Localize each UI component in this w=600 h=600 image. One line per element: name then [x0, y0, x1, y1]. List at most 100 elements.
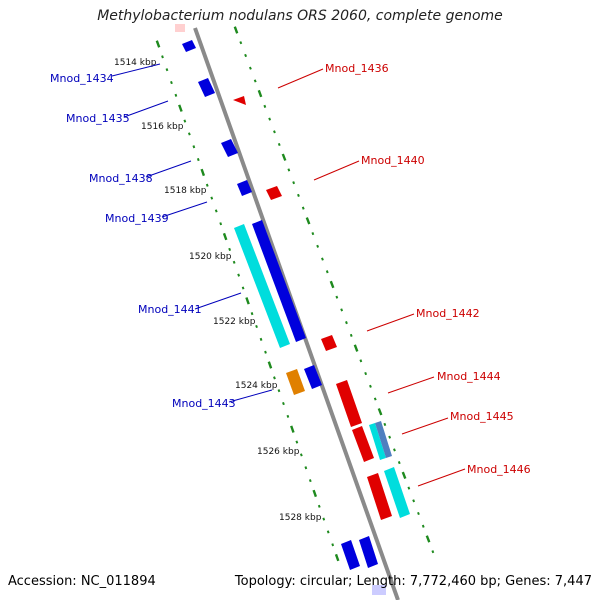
leader-1444: [387, 376, 435, 394]
scale-label-1526: 1526 kbp: [257, 447, 300, 457]
minor-tick: [205, 183, 209, 187]
gene-mnod-1446-shape: [367, 473, 392, 520]
minor-tick: [316, 244, 320, 248]
minor-tick: [210, 196, 214, 200]
minor-tick: [340, 308, 344, 312]
gene-label-mnod-1444[interactable]: Mnod_1444: [437, 370, 501, 383]
minor-tick: [431, 550, 435, 554]
major-tick: [257, 89, 263, 98]
scale-label-1522: 1522 kbp: [213, 317, 256, 327]
minor-tick: [412, 499, 416, 503]
minor-tick: [219, 222, 223, 226]
major-tick: [401, 471, 407, 480]
minor-tick: [287, 168, 291, 172]
leader-1435: [123, 100, 169, 118]
cds-orange-1443: [286, 369, 305, 395]
major-tick: [353, 344, 359, 352]
major-tick: [312, 489, 318, 498]
topology-summary: Topology: circular; Length: 7,772,460 bp…: [234, 574, 592, 589]
map-title: Methylobacterium nodulans ORS 2060, comp…: [97, 8, 503, 24]
minor-tick: [187, 132, 191, 136]
minor-tick: [321, 257, 324, 261]
scale-label-1528: 1528 kbp: [279, 513, 322, 523]
major-tick: [334, 553, 340, 562]
minor-tick: [308, 479, 312, 483]
leader-1441: [194, 292, 242, 310]
scale-label-1524: 1524 kbp: [235, 381, 278, 391]
minor-tick: [259, 337, 263, 341]
minor-tick: [282, 401, 285, 406]
gene-label-mnod-1440[interactable]: Mnod_1440: [361, 154, 425, 167]
leader-1445: [401, 417, 449, 435]
minor-tick: [383, 422, 387, 427]
gene-faint-top: [175, 24, 185, 32]
minor-tick: [304, 466, 308, 470]
major-tick: [329, 280, 335, 289]
minor-tick: [214, 209, 218, 213]
minor-tick: [311, 232, 315, 236]
minus-strand-genes: [182, 40, 378, 570]
scale-label-1520: 1520 kbp: [189, 252, 232, 262]
minor-tick: [170, 80, 173, 85]
minor-tick: [317, 504, 321, 508]
minor-tick: [301, 206, 305, 210]
gene-mnod-1442-shape: [321, 335, 337, 351]
cds-cyan-1441: [234, 224, 290, 348]
gene-mnod-1444-shape: [336, 380, 362, 427]
scale-label-1518: 1518 kbp: [164, 186, 207, 196]
minor-tick: [273, 130, 276, 134]
major-tick: [155, 40, 161, 48]
minor-tick: [397, 461, 401, 465]
minor-tick: [299, 453, 303, 457]
gene-mnod-1441-shape: [252, 220, 306, 342]
minor-tick: [183, 119, 187, 123]
minor-tick: [241, 286, 245, 290]
major-tick: [281, 153, 287, 161]
gene-label-mnod-1438[interactable]: Mnod_1438: [89, 172, 153, 185]
plus-strand-genes: [233, 96, 392, 520]
gene-label-mnod-1442[interactable]: Mnod_1442: [416, 307, 480, 320]
gene-label-mnod-1445[interactable]: Mnod_1445: [450, 410, 514, 423]
gene-label-mnod-1446[interactable]: Mnod_1446: [467, 463, 531, 476]
leader-1438: [145, 160, 192, 178]
minor-tick: [359, 359, 363, 363]
gene-blue-pair-1524: [304, 365, 322, 389]
gene-faint-bottom: [372, 585, 386, 595]
minor-tick: [277, 142, 281, 147]
leader-1439: [161, 201, 208, 218]
minor-tick: [331, 543, 335, 547]
gene-label-mnod-1439[interactable]: Mnod_1439: [105, 212, 169, 225]
gene-blue-bottom-b: [359, 536, 378, 568]
minor-tick: [277, 389, 281, 393]
minor-tick: [165, 68, 169, 72]
gene-blue-bottom-a: [341, 540, 360, 570]
major-tick: [178, 104, 183, 112]
minor-tick: [345, 321, 348, 325]
gene-mnod-1436-shape: [233, 96, 246, 105]
gene-label-mnod-1434[interactable]: Mnod_1434: [50, 72, 114, 85]
minor-tick: [237, 273, 241, 277]
gene-label-mnod-1441[interactable]: Mnod_1441: [138, 303, 202, 316]
major-tick: [267, 361, 273, 369]
gene-label-mnod-1435[interactable]: Mnod_1435: [66, 112, 130, 125]
minor-tick: [417, 511, 420, 516]
gene-mnod-1434-shape: [182, 40, 196, 52]
gene-mnod-1440-shape: [266, 186, 282, 200]
minor-tick: [263, 104, 267, 108]
leader-1443: [228, 389, 273, 403]
leader-1434: [111, 63, 161, 77]
minor-tick: [369, 384, 372, 388]
minor-tick: [407, 486, 411, 490]
gene-label-mnod-1443[interactable]: Mnod_1443: [172, 397, 236, 410]
gene-mnod-1435-shape: [198, 78, 215, 97]
minor-tick: [326, 530, 330, 534]
minor-tick: [349, 333, 353, 337]
scale-label-1514: 1514 kbp: [114, 58, 157, 68]
accession-text: Accession: NC_011894: [8, 574, 156, 589]
minor-tick: [373, 397, 377, 401]
minor-tick: [273, 376, 276, 380]
leader-1442: [366, 313, 415, 332]
gene-label-mnod-1436[interactable]: Mnod_1436: [325, 62, 389, 75]
major-tick: [290, 425, 295, 433]
